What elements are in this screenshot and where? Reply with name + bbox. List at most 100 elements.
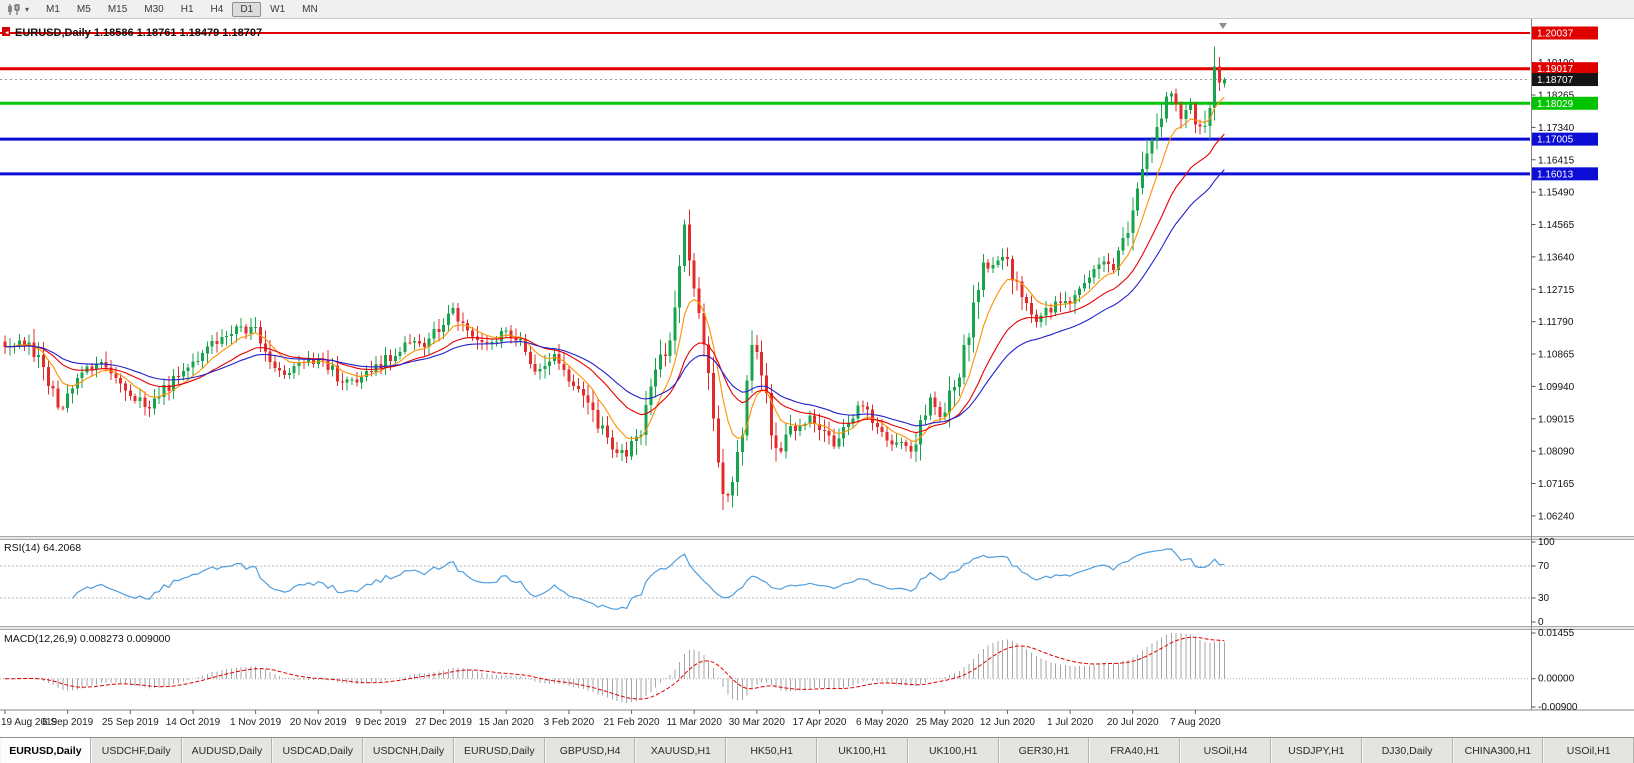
candle-body xyxy=(712,373,715,419)
candle-body xyxy=(418,341,421,344)
candle-body xyxy=(702,313,706,345)
chart-tab-uk100-h1[interactable]: UK100,H1 xyxy=(907,738,999,763)
date-label: 27 Dec 2019 xyxy=(415,717,472,728)
candle-body xyxy=(1179,104,1183,119)
trading-chart[interactable]: 1.191901.182651.173401.164151.154901.145… xyxy=(0,19,1634,737)
candle-body xyxy=(297,362,301,366)
timeframe-button-h4[interactable]: H4 xyxy=(210,3,224,15)
chart-tab-ger30-h1[interactable]: GER30,H1 xyxy=(998,738,1090,763)
candle-body xyxy=(890,440,894,445)
timeframe-button-d1[interactable]: D1 xyxy=(232,1,262,17)
candle-body xyxy=(1121,238,1125,251)
candle-body xyxy=(1213,66,1217,108)
ma-fast-line xyxy=(4,96,1225,443)
candle-body xyxy=(871,409,874,424)
timeframe-button-h1[interactable]: H1 xyxy=(180,3,194,15)
ma-slow-line xyxy=(5,169,1225,427)
candle-body xyxy=(620,450,624,454)
panel-separator[interactable] xyxy=(0,536,1634,540)
chart-tab-usoil-h4[interactable]: USOil,H4 xyxy=(1180,738,1271,763)
chart-tab-usoil-h1[interactable]: USOil,H1 xyxy=(1543,738,1634,763)
candle-body xyxy=(403,342,407,353)
candle-body xyxy=(914,444,918,452)
candle-body xyxy=(239,326,243,328)
timeframe-button-w1[interactable]: W1 xyxy=(270,3,286,15)
timeframe-button-m15[interactable]: M15 xyxy=(107,3,128,15)
candle-body xyxy=(369,371,373,373)
rsi-line xyxy=(72,548,1225,610)
chart-tab-uk100-h1[interactable]: UK100,H1 xyxy=(817,738,908,763)
candle-body xyxy=(731,482,735,496)
chart-tab-usdcad-daily[interactable]: USDCAD,Daily xyxy=(272,738,364,763)
candle-body xyxy=(1078,288,1082,295)
candle-body xyxy=(957,377,961,388)
candle-body xyxy=(268,351,272,362)
date-label: 9 Dec 2019 xyxy=(355,717,407,728)
candle-body xyxy=(596,410,600,429)
candle-body xyxy=(442,325,446,332)
rsi-tick-label: 0 xyxy=(1538,617,1544,628)
chart-tab-usdcnh-daily[interactable]: USDCNH,Daily xyxy=(363,738,454,763)
candle-body xyxy=(1222,79,1226,84)
ma-mid-line xyxy=(5,133,1225,434)
candle-body xyxy=(157,396,161,399)
chart-tab-eurusd-daily[interactable]: EURUSD,Daily xyxy=(0,738,91,763)
candle-body xyxy=(66,393,70,408)
candle-body xyxy=(61,407,65,409)
price-tick-label: 1.13640 xyxy=(1538,252,1575,263)
chart-tab-fra40-h1[interactable]: FRA40,H1 xyxy=(1089,738,1181,763)
timeframe-button-m5[interactable]: M5 xyxy=(76,3,91,15)
candle-body xyxy=(393,356,397,361)
candle-body xyxy=(818,424,821,430)
timeframe-button-mn[interactable]: MN xyxy=(302,3,318,15)
candle-body xyxy=(181,371,185,377)
candle-body xyxy=(1165,96,1168,119)
date-label: 11 Mar 2020 xyxy=(666,717,722,728)
candle-body xyxy=(432,329,436,339)
chevron-down-icon[interactable]: ▾ xyxy=(25,4,30,14)
chart-tab-hk50-h1[interactable]: HK50,H1 xyxy=(726,738,818,763)
candlestick-chart-icon[interactable] xyxy=(4,2,24,17)
candle-body xyxy=(1184,110,1188,119)
chart-tab-usdchf-daily[interactable]: USDCHF,Daily xyxy=(90,738,182,763)
chart-tab-usdjpy-h1[interactable]: USDJPY,H1 xyxy=(1270,738,1362,763)
alert-marker-icon[interactable] xyxy=(2,27,10,36)
candle-body xyxy=(822,429,826,432)
candle-body xyxy=(524,338,527,352)
candle-body xyxy=(866,406,870,410)
macd-signal-line xyxy=(5,636,1225,700)
candle-body xyxy=(1068,300,1072,304)
rsi-tick-label: 30 xyxy=(1538,593,1550,604)
chart-tab-eurusd-daily[interactable]: EURUSD,Daily xyxy=(453,738,545,763)
candle-body xyxy=(210,340,214,347)
candle-body xyxy=(1155,127,1159,142)
candle-body xyxy=(1218,66,1221,83)
alert-marker-arrow: ◂ xyxy=(5,30,9,37)
date-label: 17 Apr 2020 xyxy=(793,717,847,728)
panel-separator[interactable] xyxy=(0,626,1634,630)
chart-tab-china300-h1[interactable]: CHINA300,H1 xyxy=(1452,738,1544,763)
candle-body xyxy=(509,330,513,339)
candle-body xyxy=(1136,188,1140,211)
chart-tab-gbpusd-h4[interactable]: GBPUSD,H4 xyxy=(544,738,636,763)
candle-body xyxy=(899,442,903,444)
candle-body xyxy=(678,266,682,308)
timeframe-button-m30[interactable]: M30 xyxy=(144,3,164,15)
scroll-to-end-marker[interactable] xyxy=(1219,23,1227,29)
candle-body xyxy=(1054,301,1058,313)
chart-tab-xauusd-h1[interactable]: XAUUSD,H1 xyxy=(635,738,727,763)
candle-body xyxy=(422,343,426,347)
candle-body xyxy=(938,406,942,418)
candle-body xyxy=(27,342,31,345)
chart-tab-dj30-daily[interactable]: DJ30,Daily xyxy=(1361,738,1453,763)
candle-body xyxy=(745,380,749,436)
candle-body xyxy=(625,450,629,457)
timeframe-button-m1[interactable]: M1 xyxy=(46,3,60,15)
candle-body xyxy=(446,313,450,325)
candle-body xyxy=(389,355,393,361)
chart-tab-audusd-daily[interactable]: AUDUSD,Daily xyxy=(181,738,273,763)
candle-body xyxy=(1140,168,1144,189)
candle-body xyxy=(3,341,7,347)
candle-body xyxy=(350,379,354,381)
candle-body xyxy=(114,373,118,378)
